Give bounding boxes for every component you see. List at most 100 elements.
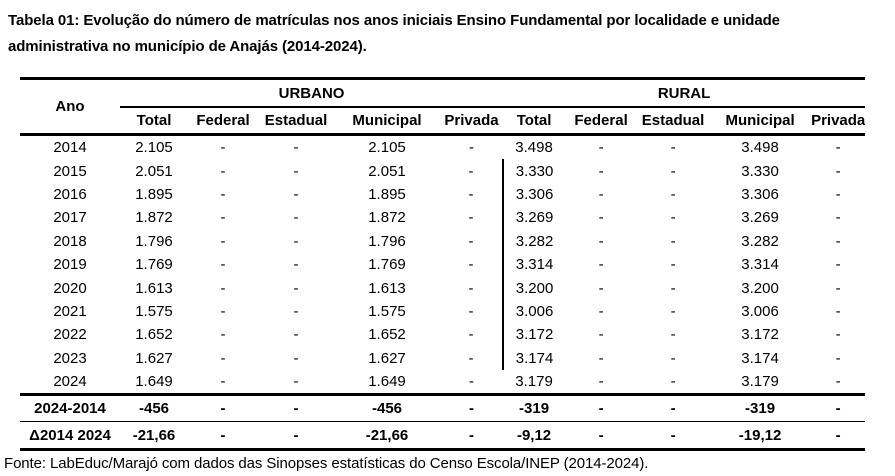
value-cell: - [670,232,676,250]
summary-body: 2024-2014 -456- - -456- -319- - -319- Δ2014 202… [20,393,866,452]
value-cell: 2.105 [135,139,173,157]
value-cell: 1.872 [135,209,173,227]
value-cell: - [598,279,604,297]
value-cell: - [293,139,299,157]
value-cell: 3.179 [741,373,779,391]
value-cell: - [835,162,841,180]
summary-label-cell: Δ2014 2024 [20,421,120,452]
summary-value-cell: -456 [334,393,440,423]
value-cell: - [220,185,226,203]
value-cell: 3.306 [502,182,566,207]
year-cell: 2015 [53,162,87,180]
value-cell: 3.498 [515,139,553,157]
value-cell: - [670,326,676,344]
summary-value-cell: - [637,421,710,452]
value-cell: - [468,326,474,344]
column-header-urbano: Estadual [258,107,334,136]
year-cell: 2021 [53,302,87,320]
summary-value-cell: - [258,421,334,452]
value-cell: - [670,185,676,203]
value-cell: 3.282 [502,229,566,253]
value-cell: - [835,326,841,344]
value-cell: - [670,373,676,391]
value-cell: 1.575 [368,302,406,320]
value-cell: 3.006 [741,302,779,320]
summary-value-cell: - [440,393,504,423]
value-cell: - [598,302,604,320]
group-header-row: Ano URBANO RURAL [20,78,866,136]
value-cell: 3.200 [502,276,566,300]
value-cell: 1.796 [135,232,173,250]
value-cell: 2.051 [135,162,173,180]
column-header-rural: Total [503,107,566,136]
value-cell: 3.200 [741,279,779,297]
value-cell: - [293,373,299,391]
value-cell: - [835,279,841,297]
table-row: 2020 1.613 - - 1.613 - 3.200 - - 3.200 - [20,276,865,300]
value-cell: - [220,326,226,344]
summary-value-cell: -319 [709,393,812,423]
table-row: 2018 1.796 - - 1.796 - 3.282 - - 3.282 - [20,229,865,253]
table-row: 2021 1.575 - - 1.575 - 3.006 - - 3.006 - [20,299,865,324]
year-cell: 2016 [53,185,87,203]
value-cell: - [220,162,226,180]
value-cell: - [220,256,226,274]
summary-row: Δ2014 2024 -21,66- - -21,66- -9,12- - -19,12- [20,421,866,452]
value-cell: 1.769 [368,256,406,274]
value-cell: 3.330 [502,159,566,183]
year-cell: 2020 [53,279,87,297]
value-cell: - [835,185,841,203]
value-cell: - [220,373,226,391]
summary-value-cell: - [565,421,638,452]
value-cell: - [598,373,604,391]
value-cell: 1.613 [368,279,406,297]
column-header-urbano: Federal [188,107,258,136]
value-cell: - [598,209,604,227]
value-cell: 1.627 [368,349,406,367]
value-cell: 1.627 [135,349,173,367]
value-cell: - [468,256,474,274]
value-cell: - [835,302,841,320]
year-cell: 2014 [53,139,87,157]
summary-value-cell: -456 [120,393,188,423]
value-cell: 1.895 [368,185,406,203]
value-cell: - [220,209,226,227]
value-cell: - [293,232,299,250]
page-title: Tabela 01: Evolução do número de matrícu… [8,12,780,55]
value-cell: - [220,139,226,157]
summary-value-cell: - [565,393,638,423]
value-cell: - [598,162,604,180]
value-cell: - [835,373,841,391]
value-cell: 1.652 [135,326,173,344]
value-cell: 1.796 [368,232,406,250]
table-row: 2016 1.895 - - 1.895 - 3.306 - - 3.306 - [20,182,865,207]
value-cell: - [293,162,299,180]
value-cell: - [220,279,226,297]
summary-value-cell: -19,12 [709,421,812,452]
value-cell: 3.330 [741,162,779,180]
value-cell: 3.269 [741,209,779,227]
summary-value-cell: - [258,393,334,423]
year-cell: 2022 [53,326,87,344]
table-row: 2017 1.872 - - 1.872 - 3.269 - - 3.269 - [20,206,865,230]
summary-value-cell: - [188,421,258,452]
year-cell: 2017 [53,209,87,227]
value-cell: - [220,349,226,367]
value-cell: - [293,256,299,274]
summary-value-cell: -21,66 [334,421,440,452]
table-row: 2014 2.105 - - 2.105 - 3.498 - - 3.498 - [20,135,865,160]
table-row: 2024 1.649 - - 1.649 - 3.179 - - 3.179 - [20,370,865,395]
value-cell: 3.179 [515,373,553,391]
table-row: 2019 1.769 - - 1.769 - 3.314 - - 3.314 - [20,252,865,277]
summary-value-cell: - [811,393,866,423]
value-cell: - [220,302,226,320]
value-cell: 2.105 [368,139,406,157]
column-header-urbano: Privada [440,107,504,136]
value-cell: 3.172 [502,323,566,347]
summary-value-cell: - [440,421,504,452]
value-cell: - [835,349,841,367]
value-cell: - [468,349,474,367]
value-cell: - [293,326,299,344]
summary-value-cell: - [637,393,710,423]
summary-value-cell: -9,12 [503,421,566,452]
